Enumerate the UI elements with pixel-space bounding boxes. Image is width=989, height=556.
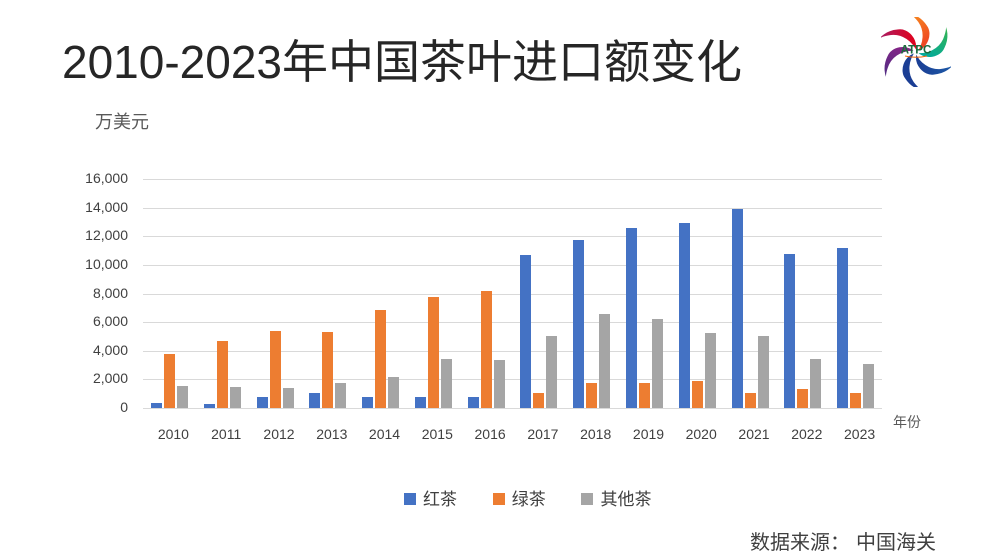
svg-text:ATPC: ATPC: [901, 43, 932, 56]
